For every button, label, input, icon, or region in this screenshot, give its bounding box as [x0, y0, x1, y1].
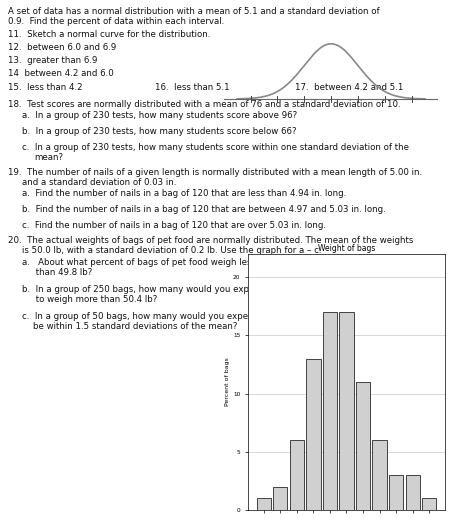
Bar: [388, 475, 402, 510]
Text: 12.  between 6.0 and 6.9: 12. between 6.0 and 6.9: [8, 43, 116, 52]
Bar: [355, 382, 369, 510]
Bar: [339, 312, 353, 510]
Text: b.  Find the number of nails in a bag of 120 that are between 4.97 and 5.03 in. : b. Find the number of nails in a bag of …: [22, 205, 385, 214]
Bar: [322, 312, 336, 510]
Bar: [306, 359, 320, 510]
Text: 17.  between 4.2 and 5.1: 17. between 4.2 and 5.1: [295, 83, 402, 92]
Text: b.  In a group of 250 bags, how many would you expect: b. In a group of 250 bags, how many woul…: [22, 285, 262, 294]
Text: 11.  Sketch a normal curve for the distribution.: 11. Sketch a normal curve for the distri…: [8, 30, 210, 39]
Text: and a standard deviation of 0.03 in.: and a standard deviation of 0.03 in.: [22, 178, 176, 187]
Text: 15.  less than 4.2: 15. less than 4.2: [8, 83, 83, 92]
Bar: [256, 498, 271, 510]
Text: A set of data has a normal distribution with a mean of 5.1 and a standard deviat: A set of data has a normal distribution …: [8, 7, 379, 16]
Text: 13.  greater than 6.9: 13. greater than 6.9: [8, 56, 97, 65]
Y-axis label: Percent of bags: Percent of bags: [225, 358, 230, 406]
Text: mean?: mean?: [34, 153, 63, 162]
Text: 18.  Test scores are normally distributed with a mean of 76 and a standard devia: 18. Test scores are normally distributed…: [8, 100, 400, 109]
Text: a.  In a group of 230 tests, how many students score above 96?: a. In a group of 230 tests, how many stu…: [22, 111, 296, 120]
Text: b.  In a group of 230 tests, how many students score below 66?: b. In a group of 230 tests, how many stu…: [22, 127, 296, 136]
Text: be within 1.5 standard deviations of the mean?: be within 1.5 standard deviations of the…: [22, 322, 237, 331]
Text: c.  In a group of 230 tests, how many students score within one standard deviati: c. In a group of 230 tests, how many stu…: [22, 143, 408, 152]
Bar: [405, 475, 419, 510]
Text: than 49.8 lb?: than 49.8 lb?: [22, 268, 92, 277]
Text: c.  In a group of 50 bags, how many would you expect to: c. In a group of 50 bags, how many would…: [22, 312, 267, 321]
Text: to weigh more than 50.4 lb?: to weigh more than 50.4 lb?: [22, 295, 157, 304]
Text: 16.  less than 5.1: 16. less than 5.1: [155, 83, 229, 92]
Bar: [372, 440, 386, 510]
Text: 20.  The actual weights of bags of pet food are normally distributed. The mean o: 20. The actual weights of bags of pet fo…: [8, 236, 413, 245]
Text: 14  between 4.2 and 6.0: 14 between 4.2 and 6.0: [8, 69, 114, 78]
Title: Weight of bags: Weight of bags: [317, 244, 374, 253]
Text: c.  Find the number of nails in a bag of 120 that are over 5.03 in. long.: c. Find the number of nails in a bag of …: [22, 221, 325, 230]
Bar: [273, 487, 287, 510]
Bar: [290, 440, 304, 510]
Text: a.  Find the number of nails in a bag of 120 that are less than 4.94 in. long.: a. Find the number of nails in a bag of …: [22, 189, 345, 198]
Bar: [421, 498, 435, 510]
Text: is 50.0 lb, with a standard deviation of 0.2 lb. Use the graph for a – c.: is 50.0 lb, with a standard deviation of…: [22, 246, 321, 255]
Text: a.   About what percent of bags of pet food weigh less: a. About what percent of bags of pet foo…: [22, 258, 255, 267]
Text: 0.9.  Find the percent of data within each interval.: 0.9. Find the percent of data within eac…: [8, 17, 224, 26]
Text: 19.  The number of nails of a given length is normally distributed with a mean l: 19. The number of nails of a given lengt…: [8, 168, 421, 177]
